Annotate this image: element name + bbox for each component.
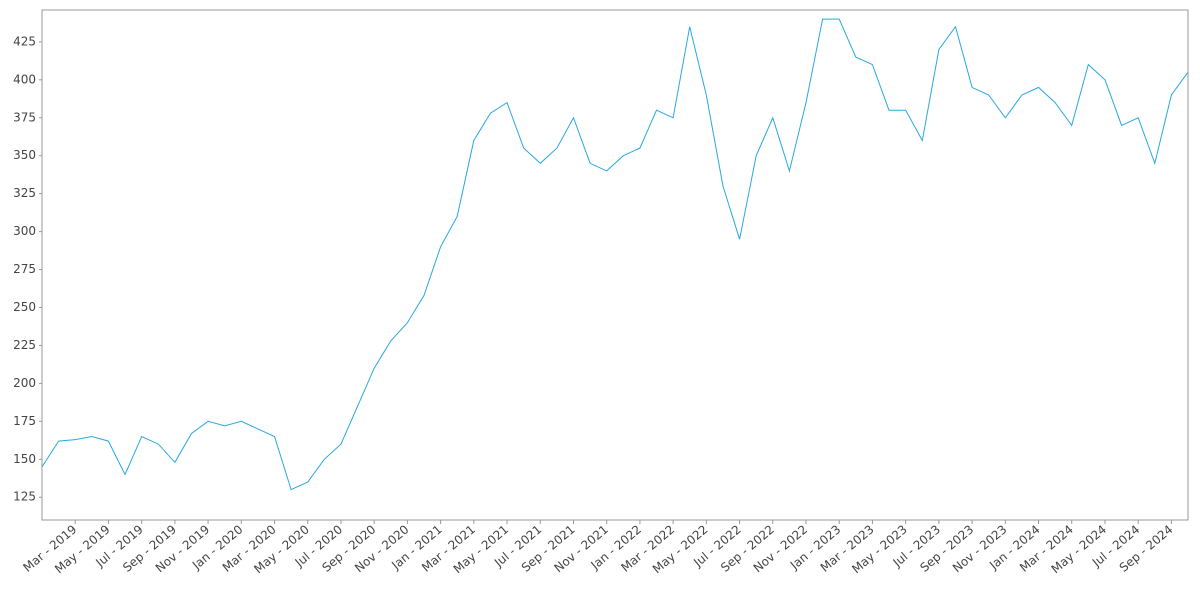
y-tick-label: 375 [13,110,36,124]
line [41,18,1189,491]
y-tick-label: 150 [13,452,36,466]
y-tick-label: 300 [13,224,36,238]
y-tick-label: 275 [13,262,36,276]
y-tick-label: 350 [13,148,36,162]
y-tick-label: 200 [13,376,36,390]
y-tick-label: 425 [13,34,36,48]
y-tick-label: 125 [13,490,36,504]
y-tick-label: 225 [13,338,36,352]
y-tick-label: 400 [13,72,36,86]
y-tick-label: 250 [13,300,36,314]
y-tick-label: 175 [13,414,36,428]
plot-frame [41,9,1189,521]
y-tick-label: 325 [13,186,36,200]
